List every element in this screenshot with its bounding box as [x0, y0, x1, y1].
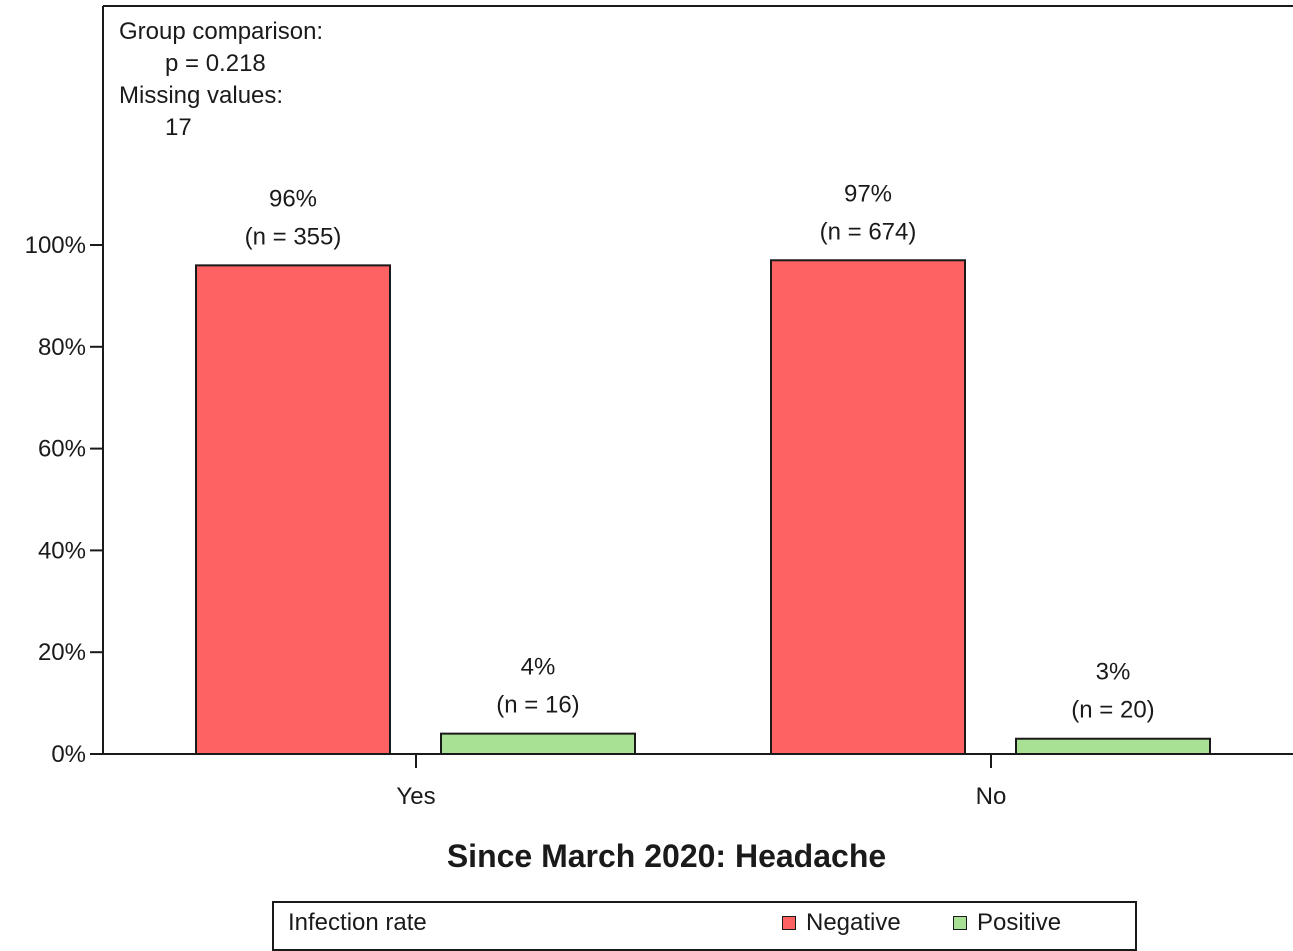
- data-label-n: (n = 674): [820, 218, 917, 245]
- bar-positive-no: [1015, 737, 1211, 755]
- bar-positive-yes: [440, 732, 636, 756]
- y-tick-label: 100%: [25, 232, 86, 259]
- missing-values-label: Missing values:: [119, 82, 284, 109]
- legend-item-negative: Negative: [782, 909, 901, 937]
- legend-negative-label: Negative: [806, 909, 901, 936]
- p-value: p = 0.218: [165, 50, 266, 77]
- missing-values-count: 17: [165, 114, 192, 141]
- bar-negative-no: [770, 259, 966, 755]
- y-tick-label: 60%: [38, 436, 86, 463]
- bar-chart: 0% 20% 40% 60% 80% 100% Yes 96% (n = 355) 4% (n = …: [25, 5, 1293, 810]
- chart-title: Since March 2020: Headache: [446, 838, 887, 874]
- data-label-percent: 3%: [1096, 659, 1131, 686]
- x-tick-label: No: [976, 783, 1007, 810]
- data-label-n: (n = 16): [496, 692, 579, 719]
- positive-swatch: [953, 916, 967, 930]
- data-label-n: (n = 20): [1071, 697, 1154, 724]
- y-tick-label: 80%: [38, 334, 86, 361]
- legend-positive-label: Positive: [977, 909, 1062, 936]
- stats-annotation: Group comparison: p = 0.218 Missing valu…: [119, 16, 323, 144]
- legend: Infection rate Negative Positive: [272, 901, 1137, 951]
- y-tick-label: 40%: [38, 537, 86, 564]
- data-label-percent: 4%: [521, 654, 556, 681]
- group-comparison-label: Group comparison:: [119, 18, 324, 45]
- data-label-percent: 96%: [269, 185, 317, 212]
- y-tick-label: 20%: [38, 639, 86, 666]
- x-tick-label: Yes: [396, 783, 435, 810]
- data-label-n: (n = 355): [245, 223, 342, 250]
- y-tick-label: 0%: [51, 741, 86, 768]
- negative-swatch: [782, 916, 796, 930]
- bar-negative-yes: [195, 264, 391, 755]
- legend-title: Infection rate: [288, 909, 427, 936]
- data-label-percent: 97%: [844, 180, 892, 207]
- legend-item-positive: Positive: [953, 909, 1061, 937]
